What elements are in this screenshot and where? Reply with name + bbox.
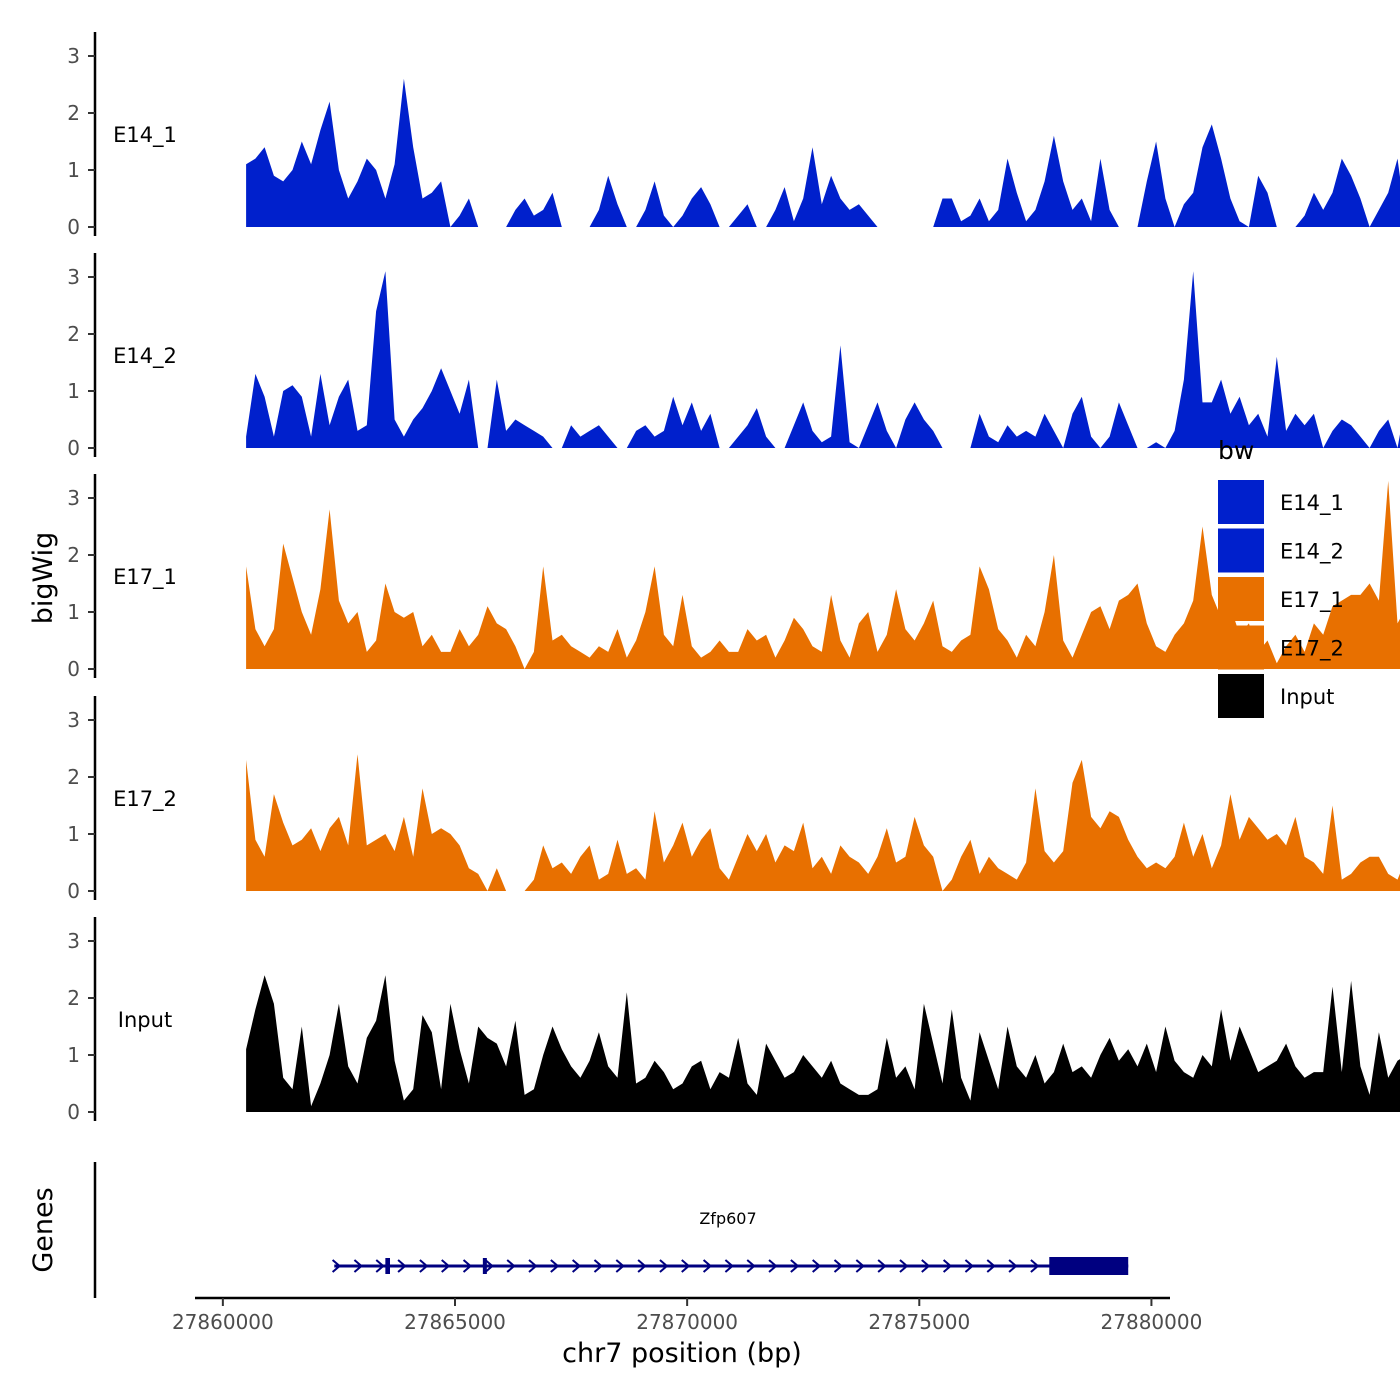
area-E17_1 [246, 480, 1400, 669]
y-tick-label: 0 [67, 879, 80, 903]
strand-arrow [681, 1259, 691, 1273]
strand-arrow [877, 1259, 887, 1273]
strand-arrow [724, 1259, 734, 1273]
strand-arrow [659, 1259, 669, 1273]
y-tick-label: 2 [67, 986, 80, 1010]
legend-swatch-E17_1 [1218, 577, 1264, 621]
track-label: E14_2 [113, 344, 177, 369]
gene-exon [385, 1258, 390, 1274]
strand-arrow [768, 1259, 778, 1273]
track-Input: 0 1 2 3 Input [67, 917, 1400, 1124]
track-E17_2: 0 1 2 3 E17_2 [67, 696, 1400, 903]
legend-label-E14_2: E14_2 [1280, 540, 1344, 565]
x-tick-label: 27880000 [1101, 1310, 1203, 1334]
strand-arrow [899, 1259, 909, 1273]
track-label: Input [118, 1008, 172, 1032]
area-E14_2 [246, 271, 1400, 448]
strand-arrow [986, 1259, 996, 1273]
y-tick-label: 3 [67, 486, 80, 510]
y-tick-label: 1 [67, 158, 80, 182]
y-tick-label: 2 [67, 543, 80, 567]
strand-arrow [790, 1259, 800, 1273]
strand-arrow [397, 1259, 407, 1273]
gene-label: Zfp607 [699, 1209, 756, 1228]
y-tick-label: 0 [67, 657, 80, 681]
legend-swatch-Input [1218, 674, 1264, 718]
y-tick-label: 3 [67, 265, 80, 289]
strand-arrow [571, 1259, 582, 1273]
legend-label-E17_1: E17_1 [1280, 588, 1344, 613]
legend-label-E14_1: E14_1 [1280, 491, 1344, 516]
strand-arrow [353, 1259, 363, 1273]
strand-arrow [615, 1259, 625, 1273]
strand-arrow [1008, 1259, 1018, 1273]
strand-arrow [942, 1259, 953, 1273]
strand-arrow [1030, 1259, 1040, 1273]
y-tick-label: 0 [67, 215, 80, 239]
area-E17_2 [246, 754, 1400, 891]
y-tick-label: 2 [67, 101, 80, 125]
legend-label-E17_2: E17_2 [1280, 637, 1344, 662]
y-tick-label: 1 [67, 379, 80, 403]
strand-arrow [812, 1259, 822, 1273]
gene-exon [1049, 1257, 1129, 1275]
strand-arrow [702, 1259, 713, 1273]
track-E14_2: 0 1 2 3 E14_2 [67, 253, 1400, 460]
legend-swatch-E14_2 [1218, 528, 1264, 573]
x-tick-label: 27860000 [172, 1310, 274, 1334]
y-tick-label: 2 [67, 765, 80, 789]
x-tick-label: 27875000 [868, 1310, 970, 1334]
strand-arrow [506, 1259, 516, 1273]
strand-arrow [637, 1259, 647, 1273]
track-E17_1: 0 1 2 3 E17_1 [67, 474, 1400, 681]
legend-label-Input: Input [1280, 685, 1334, 709]
x-axis-title: chr7 position (bp) [562, 1338, 802, 1369]
y-tick-label: 1 [67, 1043, 80, 1067]
x-axis: 27860000 27865000 27870000 27875000 27880000 [172, 1296, 1203, 1334]
y-tick-label: 0 [67, 1100, 80, 1124]
y-axis-title: bigWig [28, 532, 59, 625]
area-Input [246, 975, 1400, 1112]
y-tick-label: 1 [67, 600, 80, 624]
y-tick-label: 3 [67, 929, 80, 953]
track-label: E17_1 [113, 565, 177, 590]
y-tick-label: 0 [67, 436, 80, 460]
strand-arrow [441, 1259, 451, 1273]
track-label: E17_2 [113, 787, 177, 812]
gene-track-panel: Zfp607 [93, 1162, 1129, 1298]
strand-arrow [855, 1259, 865, 1273]
legend: bw E14_1 E14_2 E17_1 E17_2 Input [1218, 436, 1344, 718]
gene-model [331, 1257, 1129, 1275]
strand-arrow [746, 1259, 756, 1273]
strand-arrow [833, 1259, 844, 1273]
strand-arrow [550, 1259, 560, 1273]
track-label: E14_1 [113, 123, 177, 148]
legend-title: bw [1218, 436, 1254, 465]
x-tick-label: 27865000 [404, 1310, 506, 1334]
y-tick-label: 1 [67, 822, 80, 846]
y-tick-label: 2 [67, 322, 80, 346]
y-tick-label: 3 [67, 44, 80, 68]
x-tick-label: 27870000 [636, 1310, 738, 1334]
genes-axis-title: Genes [28, 1187, 59, 1272]
strand-arrow [331, 1259, 342, 1273]
strand-arrow [462, 1259, 473, 1273]
strand-arrow [593, 1259, 604, 1273]
strand-arrow [375, 1259, 385, 1273]
legend-swatch-E17_2 [1218, 625, 1264, 670]
gene-exon [482, 1258, 487, 1274]
strand-arrow [528, 1259, 538, 1273]
strand-arrow [484, 1259, 494, 1273]
strand-arrow [419, 1259, 429, 1273]
area-E14_1 [246, 78, 1400, 227]
y-tick-label: 3 [67, 708, 80, 732]
track-E14_1: 0 1 2 3 E14_1 [67, 32, 1400, 239]
strand-arrow [964, 1259, 974, 1273]
strand-arrow [921, 1259, 931, 1273]
legend-swatch-E14_1 [1218, 480, 1264, 524]
signal-tracks: 0 1 2 3 E14_1 0 1 2 3 E14_2 0 1 2 3 E17_1 0 1 2 3 E17_2 0 1 2 3… [67, 32, 1400, 1124]
